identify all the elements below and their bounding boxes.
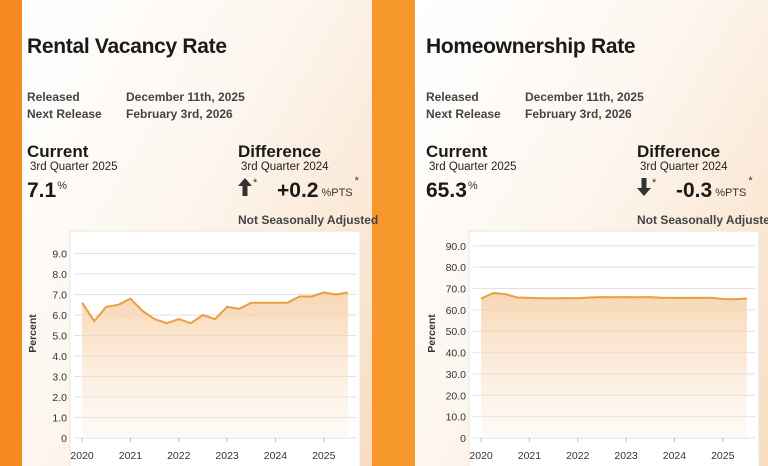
next-date: February 3rd, 2026 xyxy=(525,107,632,121)
difference-label: Difference xyxy=(637,142,720,161)
y-tick-label: 40.0 xyxy=(446,348,467,360)
released-label: Released xyxy=(27,90,80,104)
next-date: February 3rd, 2026 xyxy=(126,107,233,121)
y-tick-label: 80.0 xyxy=(446,262,467,274)
current-period: 3rd Quarter 2025 xyxy=(30,161,118,173)
released-label: Released xyxy=(426,90,479,104)
note: Not Seasonally Adjusted xyxy=(637,213,768,227)
area xyxy=(82,292,348,438)
difference-unit: %PTS xyxy=(321,187,352,199)
panel-title: Homeownership Rate xyxy=(426,35,635,58)
x-tick-label: 2024 xyxy=(264,450,288,462)
x-tick-label: 2022 xyxy=(566,450,590,462)
note: Not Seasonally Adjusted xyxy=(238,213,378,227)
asterisk: * xyxy=(748,175,753,187)
x-tick-label: 2024 xyxy=(663,450,687,462)
current-label: Current xyxy=(426,142,488,161)
difference-period: 3rd Quarter 2024 xyxy=(640,161,728,173)
difference-label: Difference xyxy=(238,142,321,161)
y-tick-label: 2.0 xyxy=(52,392,67,404)
difference-value: +0.2 xyxy=(277,179,318,202)
current-label: Current xyxy=(27,142,89,161)
y-tick-label: 8.0 xyxy=(52,269,67,281)
y-tick-label: 30.0 xyxy=(446,369,467,381)
x-tick-label: 2020 xyxy=(469,450,493,462)
released-date: December 11th, 2025 xyxy=(525,90,644,104)
y-tick-label: 5.0 xyxy=(52,331,67,343)
y-tick-label: 10.0 xyxy=(446,412,467,424)
y-tick-label: 0 xyxy=(61,433,67,445)
current-value: 65.3 xyxy=(426,179,467,202)
x-tick-label: 2022 xyxy=(167,450,191,462)
next-label: Next Release xyxy=(27,107,102,121)
panel-title: Rental Vacancy Rate xyxy=(27,35,227,58)
difference-unit: %PTS xyxy=(715,187,746,199)
y-tick-label: 7.0 xyxy=(52,290,67,302)
line xyxy=(81,291,349,325)
difference-arrow xyxy=(637,178,651,196)
y-tick-label: 20.0 xyxy=(446,390,467,402)
y-tick-label: 3.0 xyxy=(52,372,67,384)
current-value: 7.1 xyxy=(27,179,57,202)
line xyxy=(480,292,747,301)
y-tick-label: 0 xyxy=(460,433,466,445)
y-tick-label: 1.0 xyxy=(52,413,67,425)
y-tick-label: 70.0 xyxy=(446,284,467,296)
y-tick-label: 4.0 xyxy=(52,351,67,363)
current-unit: % xyxy=(57,180,67,192)
y-axis-label: Percent xyxy=(27,314,39,353)
x-tick-label: 2023 xyxy=(614,450,638,462)
y-tick-label: 50.0 xyxy=(446,326,467,338)
y-tick-label: 6.0 xyxy=(52,310,67,322)
current-unit: % xyxy=(468,180,478,192)
x-tick-label: 2021 xyxy=(119,450,143,462)
next-label: Next Release xyxy=(426,107,501,121)
asterisk: * xyxy=(355,175,360,187)
y-tick-label: 90.0 xyxy=(446,241,467,253)
difference-period: 3rd Quarter 2024 xyxy=(241,161,329,173)
asterisk: * xyxy=(253,177,258,189)
released-date: December 11th, 2025 xyxy=(126,90,245,104)
y-tick-label: 9.0 xyxy=(52,249,67,261)
area xyxy=(481,293,747,438)
difference-value: -0.3 xyxy=(676,179,712,202)
current-period: 3rd Quarter 2025 xyxy=(429,161,517,173)
x-tick-label: 2025 xyxy=(312,450,336,462)
x-tick-label: 2025 xyxy=(711,450,735,462)
y-tick-label: 60.0 xyxy=(446,305,467,317)
difference-arrow xyxy=(238,178,252,196)
x-tick-label: 2020 xyxy=(70,450,94,462)
x-tick-label: 2021 xyxy=(518,450,542,462)
y-axis-label: Percent xyxy=(426,314,438,353)
asterisk: * xyxy=(652,177,657,189)
x-tick-label: 2023 xyxy=(215,450,239,462)
